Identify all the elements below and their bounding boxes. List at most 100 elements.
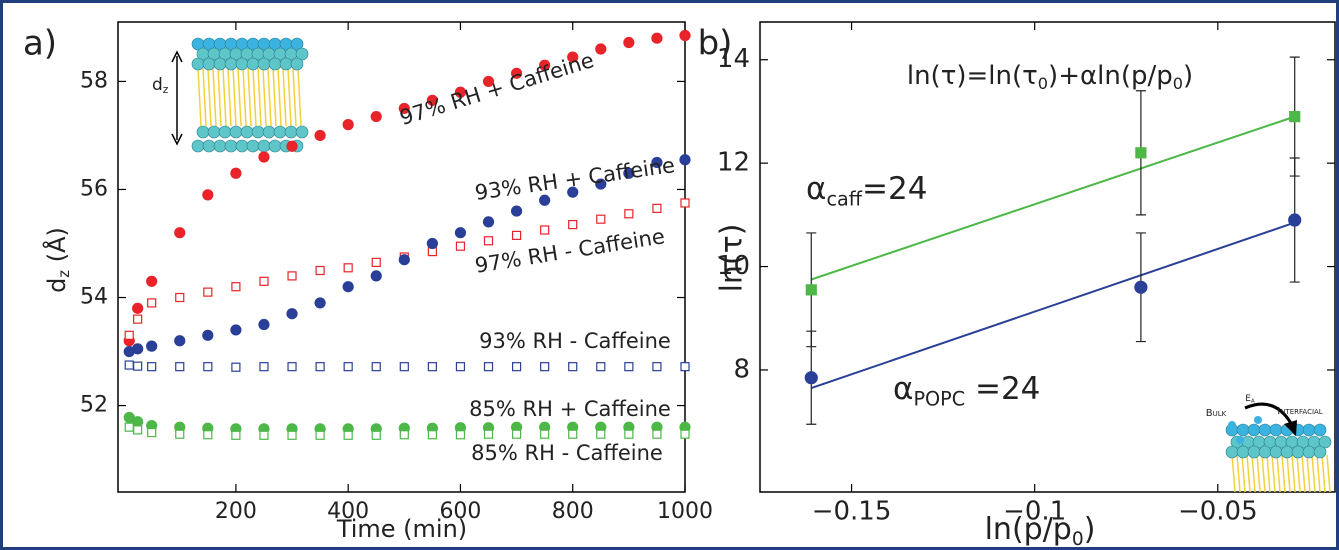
data-point — [259, 276, 269, 286]
data-point — [175, 292, 185, 303]
lipid-tail — [1236, 454, 1241, 493]
data-point — [230, 324, 242, 336]
lipid-tail — [207, 67, 212, 127]
data-point — [482, 75, 495, 88]
data-point — [370, 110, 382, 123]
data-point — [371, 430, 381, 440]
lipid-head — [1318, 435, 1332, 449]
y-tick-label: 8 — [733, 354, 750, 384]
lipid-head — [295, 125, 309, 139]
lipid-head — [273, 125, 287, 139]
lipid-tail — [1286, 454, 1291, 493]
data-point — [624, 209, 634, 219]
annotation: αcaff=24 — [806, 171, 927, 210]
data-point — [147, 427, 157, 438]
lipid-tail — [292, 67, 297, 127]
lipid-tail — [1321, 454, 1326, 493]
lipid-head — [1280, 445, 1294, 459]
data-point — [679, 29, 691, 42]
data-point — [343, 362, 353, 372]
bulk-molecule — [1254, 416, 1262, 424]
data-point — [286, 140, 298, 152]
x-tick-label: −0.05 — [1178, 497, 1258, 527]
data-point — [652, 429, 662, 439]
data-point — [202, 329, 214, 341]
data-point — [287, 362, 297, 372]
data-point — [147, 298, 157, 308]
data-point — [568, 219, 578, 230]
text-part: ) — [1084, 512, 1096, 547]
lipid-head — [1225, 445, 1239, 459]
data-point — [455, 241, 466, 251]
lipid-tail — [1256, 454, 1261, 493]
data-point — [455, 362, 466, 372]
x-tick-label: 600 — [439, 499, 481, 524]
lipid-head — [1247, 423, 1261, 437]
annotation: 85% RH + Caffeine — [469, 397, 671, 421]
data-point — [174, 335, 186, 347]
data-point — [595, 178, 607, 190]
text-part: z — [163, 84, 169, 96]
lipid-tail — [197, 67, 202, 127]
lipid-head — [246, 139, 260, 153]
lipid-tail — [252, 67, 257, 127]
lipid-tail — [1276, 454, 1281, 493]
plot-frame — [759, 21, 1336, 493]
data-point — [399, 430, 409, 440]
lipid-tail — [272, 67, 277, 127]
data-point — [1288, 213, 1302, 227]
data-point — [124, 360, 134, 370]
data-point — [804, 371, 818, 385]
data-point — [805, 284, 817, 296]
data-point — [132, 302, 144, 314]
data-point — [483, 429, 494, 439]
lipid-tail — [297, 67, 302, 127]
annotation: 97% RH + Caffeine — [397, 48, 597, 130]
data-point — [258, 151, 270, 163]
lipid-head — [235, 57, 249, 71]
lipid-head — [218, 125, 232, 139]
data-point — [426, 94, 438, 106]
y-tick-label: 14 — [717, 44, 750, 74]
data-point — [680, 362, 690, 372]
lipid-head — [213, 139, 227, 153]
data-point — [1135, 147, 1147, 159]
x-tick-label: 400 — [327, 499, 369, 524]
bulk-molecule — [1236, 436, 1244, 444]
lipid-tail — [1241, 454, 1246, 493]
lipid-head — [1269, 445, 1283, 459]
lipid-head — [1269, 423, 1283, 437]
lipid-head — [191, 139, 205, 153]
data-point — [680, 198, 690, 208]
data-point — [1289, 111, 1301, 123]
lipid-tail — [1311, 454, 1316, 493]
x-tick-label: 800 — [552, 499, 594, 524]
annotation: Bulk — [1206, 408, 1227, 419]
lipid-tail — [1271, 454, 1276, 493]
data-point — [623, 36, 635, 49]
data-point — [595, 43, 607, 55]
bulk-molecule — [1228, 421, 1236, 429]
data-point — [133, 314, 143, 324]
y-axis-label: ln(τ) — [715, 224, 750, 293]
annotation: 85% RH - Caffeine — [471, 441, 663, 465]
text-part: d — [43, 278, 71, 293]
data-point — [568, 429, 578, 439]
annotation: EA — [1245, 394, 1255, 405]
fit-line — [810, 115, 1296, 281]
data-point — [371, 362, 381, 372]
data-point — [259, 430, 269, 440]
lipid-head — [1258, 445, 1272, 459]
lipid-head — [191, 57, 205, 71]
y-axis-label: dz (Å) — [42, 227, 73, 293]
x-axis-label: Time (min) — [336, 515, 467, 543]
text-part: )+αln(p/p — [1048, 61, 1173, 91]
data-point — [287, 430, 297, 440]
lipid-tail — [1291, 454, 1296, 493]
data-point — [567, 186, 579, 198]
lipid-head — [284, 125, 298, 139]
data-point — [146, 340, 158, 352]
data-point — [231, 282, 241, 292]
data-point — [680, 429, 690, 439]
